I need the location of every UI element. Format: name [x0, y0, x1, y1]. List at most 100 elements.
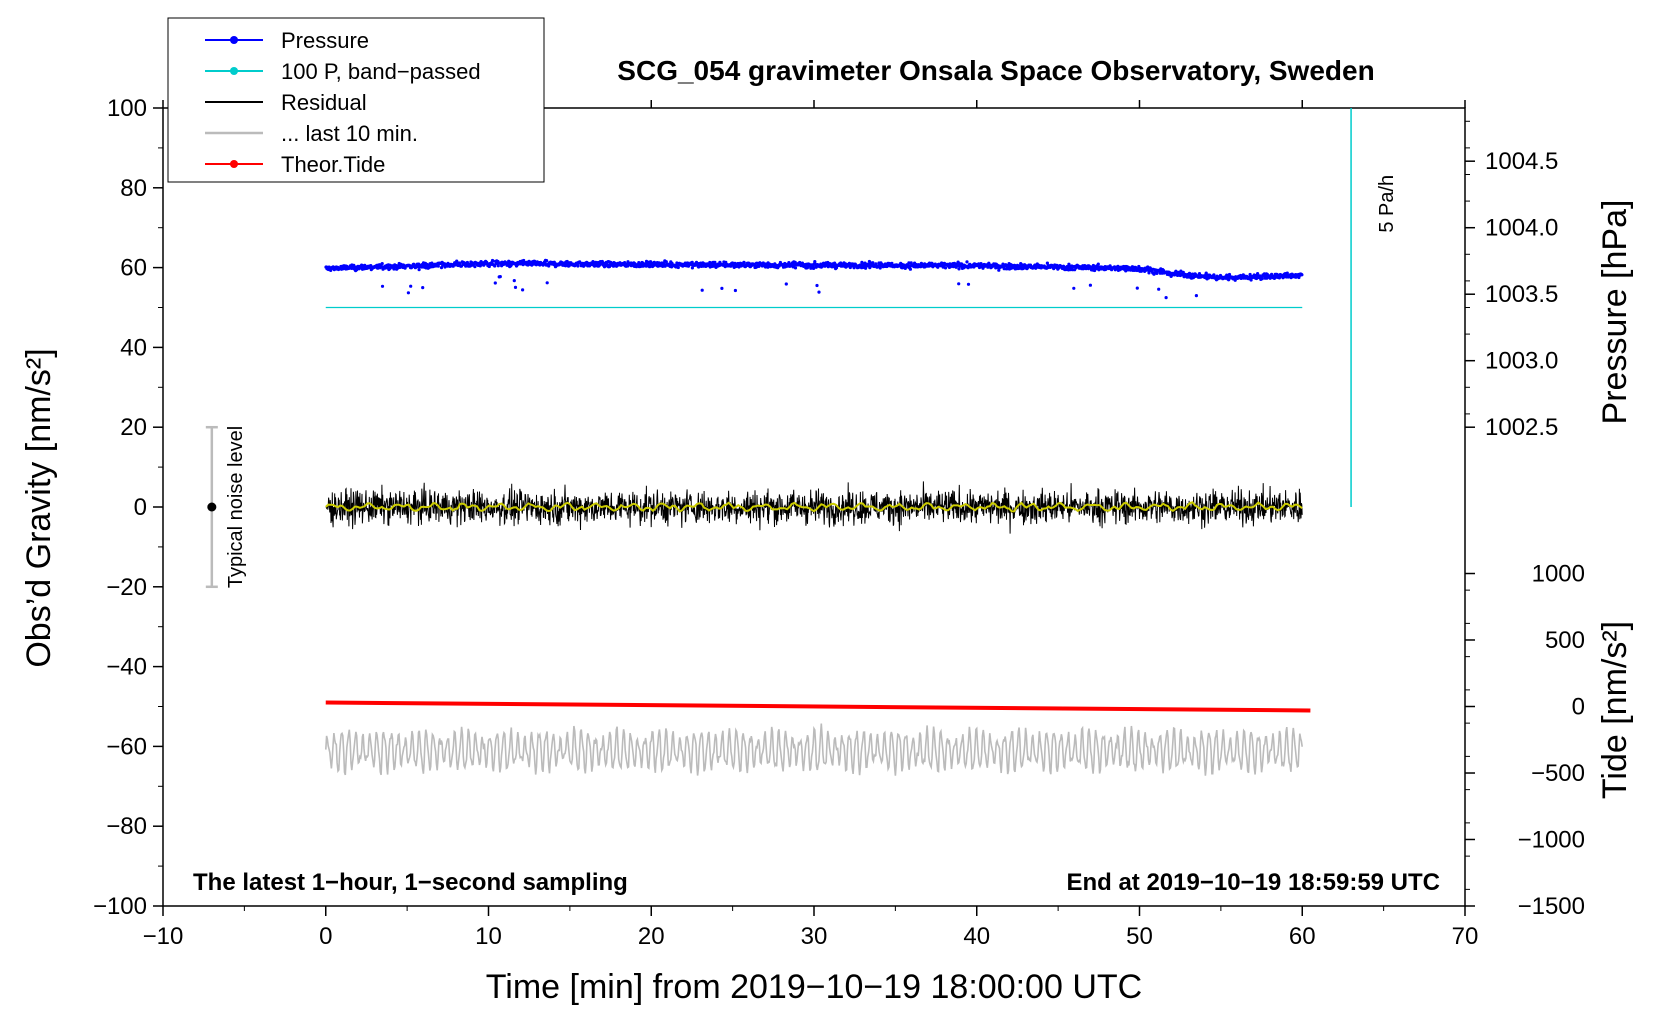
- pressure-point: [664, 260, 668, 264]
- pressure-point: [380, 284, 385, 288]
- pressure-point: [594, 260, 598, 264]
- pressure-point: [1300, 273, 1304, 277]
- axis-ticks-layer: −10 0 10 20 30 40 50 60 70−100−80−60−40−20020406…: [93, 95, 1585, 950]
- pressure-point: [812, 266, 816, 270]
- pressure-point: [1096, 262, 1100, 266]
- pressure-point: [545, 259, 549, 263]
- y-tick-label: 0: [134, 494, 147, 521]
- pressure-point: [793, 266, 798, 270]
- y-tick-label: −100: [93, 893, 147, 920]
- pressure-tick-label: 1003.0: [1485, 348, 1558, 375]
- pressure-point: [1179, 269, 1183, 273]
- pressure-point: [1164, 296, 1168, 300]
- y-tick-label: −20: [106, 574, 147, 601]
- y-axis-title-tide: Tide [nm/s²]: [1596, 621, 1634, 799]
- pressure-point: [1072, 286, 1076, 290]
- pressure-point: [493, 264, 497, 268]
- pressure-point: [1233, 278, 1237, 282]
- pressure-point: [1249, 278, 1253, 282]
- x-tick-label: 50: [1126, 923, 1153, 950]
- y-tick-label: 80: [120, 175, 147, 202]
- tide-tick-label: −1000: [1518, 826, 1585, 853]
- annotations-layer: 5 Pa/h Typical noise level: [205, 108, 1398, 588]
- y-tick-label: −60: [106, 733, 147, 760]
- pressure-point: [493, 281, 497, 285]
- pressure-point: [676, 265, 680, 270]
- x-tick-label: 60: [1289, 923, 1316, 950]
- noise-level-label: Typical noise level: [225, 426, 247, 588]
- x-axis-title: Time [min] from 2019−10−19 18:00:00 UTC: [486, 968, 1142, 1006]
- pressure-point: [690, 266, 695, 270]
- pressure-point: [908, 267, 913, 271]
- pressure-point: [1204, 271, 1208, 275]
- pressure-point: [409, 284, 413, 288]
- residual-line: [325, 481, 1303, 534]
- pressure-point: [1088, 283, 1092, 287]
- pressure-point: [436, 264, 440, 268]
- pressure-point: [545, 281, 549, 285]
- pressure-point: [1227, 272, 1232, 277]
- noise-level-center-dot: [207, 502, 217, 512]
- x-tick-label: 20: [638, 923, 665, 950]
- legend-swatch-marker: [230, 36, 238, 44]
- pressure-point: [576, 264, 580, 268]
- pressure-tick-label: 1004.5: [1485, 148, 1558, 175]
- pressure-point: [1155, 271, 1159, 275]
- pressure-point: [473, 265, 477, 269]
- tide-tick-label: −1500: [1518, 893, 1585, 920]
- y-tick-label: −40: [106, 654, 147, 681]
- pressure-point: [496, 264, 500, 268]
- series-layer: [324, 258, 1311, 776]
- y-tick-label: 20: [120, 414, 147, 441]
- pressure-point: [487, 264, 491, 269]
- pressure-point: [943, 266, 948, 270]
- legend-entry: 100 P, band−passed: [205, 59, 481, 84]
- legend-label: Residual: [281, 90, 367, 115]
- legend-entry: Theor.Tide: [205, 152, 385, 177]
- pressure-point: [406, 291, 410, 295]
- pressure-point: [733, 288, 738, 293]
- pressure-point: [848, 265, 852, 270]
- y-tick-label: −80: [106, 813, 147, 840]
- pressure-point: [611, 264, 616, 268]
- legend: Pressure 100 P, band−passed Residual ... la…: [167, 17, 545, 183]
- y-axis-title-pressure: Pressure [hPa]: [1596, 200, 1634, 425]
- x-tick-label: 40: [963, 923, 990, 950]
- legend-label: Pressure: [281, 28, 369, 53]
- x-tick-label: 0: [319, 923, 332, 950]
- pressure-point: [700, 288, 704, 292]
- pressure-point: [1260, 277, 1264, 281]
- end-time-annotation: End at 2019−10−19 18:59:59 UTC: [1066, 869, 1440, 896]
- pressure-point: [742, 261, 746, 265]
- legend-label: ... last 10 min.: [281, 121, 418, 146]
- pressure-point: [956, 264, 960, 268]
- legend-label: 100 P, band−passed: [281, 59, 481, 84]
- y-tick-label: 100: [107, 95, 147, 122]
- tide-tick-label: 1000: [1532, 561, 1585, 588]
- y-axis-title-gravity: Obs’d Gravity [nm/s²]: [20, 348, 58, 667]
- pressure-point: [498, 275, 502, 279]
- pressure-point: [1157, 287, 1161, 291]
- pressure-point: [966, 282, 971, 286]
- sampling-annotation: The latest 1−hour, 1−second sampling: [193, 869, 628, 896]
- pressure-point: [602, 265, 607, 269]
- pressure-point: [380, 262, 384, 266]
- pressure-tick-label: 1004.0: [1485, 215, 1558, 242]
- legend-swatch-marker: [230, 160, 238, 168]
- legend-entry: ... last 10 min.: [205, 121, 418, 146]
- x-tick-label: 70: [1452, 923, 1479, 950]
- pressure-point: [817, 290, 821, 294]
- pressure-point: [784, 282, 788, 286]
- legend-label: Theor.Tide: [281, 152, 385, 177]
- pressure-point: [1256, 272, 1260, 276]
- pressure-point: [513, 285, 518, 289]
- pressure-point: [392, 267, 396, 271]
- theoretical-tide-line: [325, 700, 1311, 713]
- pressure-point: [623, 261, 627, 265]
- tide-tick-label: 0: [1572, 694, 1585, 721]
- pressure-point: [1153, 271, 1157, 275]
- residual-smoothed-line: [325, 501, 1303, 513]
- pressure-point: [1045, 261, 1049, 265]
